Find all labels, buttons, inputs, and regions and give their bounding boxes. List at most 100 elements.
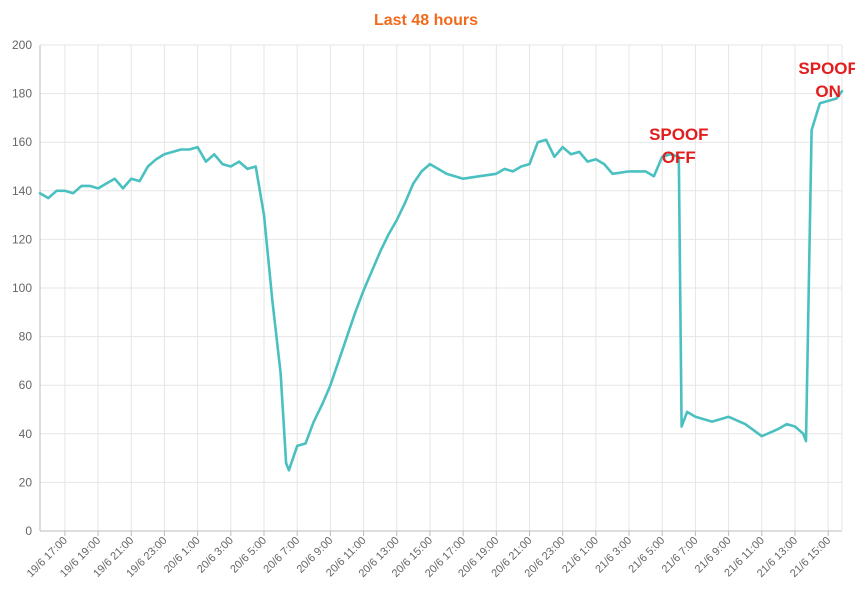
data-point	[478, 175, 481, 178]
data-point	[387, 233, 390, 236]
data-point	[628, 170, 630, 173]
data-point	[130, 177, 133, 180]
series-line	[38, 89, 844, 472]
data-point	[611, 172, 614, 175]
data-point	[155, 158, 157, 161]
data-point	[503, 168, 506, 170]
data-point	[163, 153, 166, 156]
data-point	[561, 146, 564, 148]
data-point	[711, 420, 713, 423]
data-point	[827, 100, 829, 102]
data-point	[238, 160, 240, 163]
data-point	[495, 172, 498, 175]
data-point	[346, 335, 348, 338]
data-point	[545, 138, 547, 141]
data-point	[285, 462, 287, 464]
data-point	[727, 415, 730, 418]
data-point	[296, 445, 298, 447]
data-point	[719, 418, 722, 421]
data-point	[88, 185, 91, 187]
y-tick-label: 40	[19, 427, 33, 441]
data-point	[196, 146, 199, 148]
data-point	[122, 187, 124, 190]
data-point	[841, 90, 843, 92]
data-point	[72, 192, 74, 195]
data-point	[138, 180, 141, 182]
data-point	[644, 170, 647, 173]
data-point	[321, 403, 323, 406]
data-point	[246, 168, 249, 170]
annotation-label: ON	[815, 82, 841, 101]
axis-layer	[39, 45, 843, 536]
data-point	[777, 428, 780, 430]
data-point	[371, 270, 373, 272]
data-point	[437, 168, 440, 170]
data-point	[230, 165, 232, 168]
series-layer	[38, 89, 844, 472]
data-point	[653, 175, 655, 178]
data-point	[805, 440, 807, 442]
data-point	[379, 250, 381, 253]
y-tick-label: 60	[19, 378, 33, 392]
data-point	[661, 155, 664, 158]
data-point	[254, 165, 257, 168]
data-point	[39, 192, 41, 195]
data-point	[603, 163, 605, 165]
data-point	[279, 372, 282, 374]
data-point	[354, 311, 357, 314]
data-point	[213, 153, 216, 156]
data-point	[312, 420, 315, 423]
annotation-label: SPOOF	[798, 59, 855, 78]
data-point	[553, 155, 556, 158]
data-point	[420, 170, 423, 173]
data-point	[304, 442, 307, 445]
data-point	[337, 360, 340, 362]
data-point	[429, 163, 431, 165]
data-point	[819, 102, 821, 105]
data-point	[835, 97, 838, 100]
data-point	[761, 435, 763, 438]
data-point	[669, 153, 672, 156]
chart-title: Last 48 hours	[374, 12, 478, 29]
y-tick-label: 20	[19, 475, 33, 489]
data-point	[105, 182, 108, 185]
y-tick-label: 160	[12, 135, 32, 149]
y-tick-label: 180	[12, 87, 32, 101]
data-point	[404, 202, 406, 204]
data-point	[147, 165, 149, 168]
data-point	[80, 185, 83, 187]
data-point	[686, 411, 688, 413]
y-tick-label: 200	[12, 38, 32, 52]
data-point	[180, 148, 182, 151]
y-tick-label: 100	[12, 281, 32, 295]
annotation-label: SPOOF	[649, 125, 709, 144]
y-tick-label: 140	[12, 184, 32, 198]
data-point	[113, 177, 116, 180]
data-point	[445, 172, 448, 175]
data-point	[810, 129, 813, 131]
y-tick-label: 80	[19, 330, 33, 344]
data-point	[395, 219, 398, 221]
data-point	[205, 160, 207, 163]
data-point	[512, 170, 514, 173]
grid-layer	[40, 44, 842, 532]
data-point	[578, 151, 581, 153]
y-axis-ticks: 0 20 40 60 80 100 120 140 160 180 200	[12, 38, 32, 538]
data-point	[570, 153, 572, 156]
data-point	[362, 289, 365, 292]
data-point	[462, 177, 464, 180]
data-point	[586, 160, 589, 163]
data-point	[595, 158, 597, 161]
y-tick-label: 0	[25, 524, 32, 538]
annotation-label: OFF	[662, 148, 696, 167]
data-point	[520, 165, 522, 168]
data-point	[263, 214, 265, 216]
data-point	[794, 425, 796, 428]
data-point	[47, 197, 50, 199]
data-point	[694, 415, 697, 418]
data-point	[802, 433, 805, 435]
data-point	[97, 187, 99, 190]
data-point	[171, 151, 174, 153]
data-point	[288, 469, 290, 472]
